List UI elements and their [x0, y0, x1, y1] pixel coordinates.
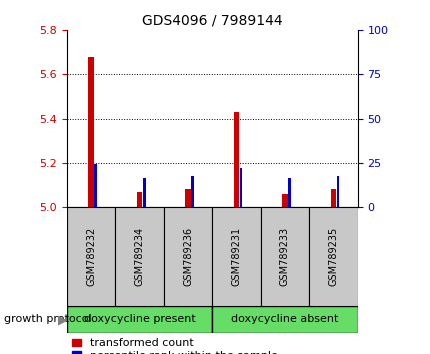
- Bar: [136, 192, 142, 207]
- Text: growth protocol: growth protocol: [4, 314, 92, 325]
- Bar: [163, 207, 212, 306]
- Bar: [336, 176, 339, 207]
- Bar: [67, 207, 115, 306]
- Bar: [212, 306, 357, 333]
- Bar: [185, 189, 190, 207]
- Bar: [88, 57, 94, 207]
- Bar: [212, 207, 260, 306]
- Bar: [260, 207, 309, 306]
- Bar: [309, 207, 357, 306]
- Bar: [67, 306, 212, 333]
- Text: GSM789232: GSM789232: [86, 227, 96, 286]
- Text: GSM789231: GSM789231: [231, 227, 241, 286]
- Text: ▶: ▶: [58, 313, 68, 326]
- Bar: [94, 164, 97, 207]
- Bar: [281, 194, 287, 207]
- Legend: transformed count, percentile rank within the sample: transformed count, percentile rank withi…: [72, 338, 277, 354]
- Bar: [233, 112, 239, 207]
- Bar: [191, 176, 194, 207]
- Bar: [142, 178, 145, 207]
- Title: GDS4096 / 7989144: GDS4096 / 7989144: [141, 13, 282, 28]
- Bar: [330, 189, 335, 207]
- Text: doxycycline absent: doxycycline absent: [231, 314, 338, 325]
- Text: GSM789235: GSM789235: [328, 227, 338, 286]
- Text: GSM789233: GSM789233: [280, 227, 289, 286]
- Bar: [288, 178, 290, 207]
- Text: doxycycline present: doxycycline present: [83, 314, 195, 325]
- Text: GSM789234: GSM789234: [134, 227, 144, 286]
- Bar: [115, 207, 163, 306]
- Text: GSM789236: GSM789236: [183, 227, 193, 286]
- Bar: [239, 169, 242, 207]
